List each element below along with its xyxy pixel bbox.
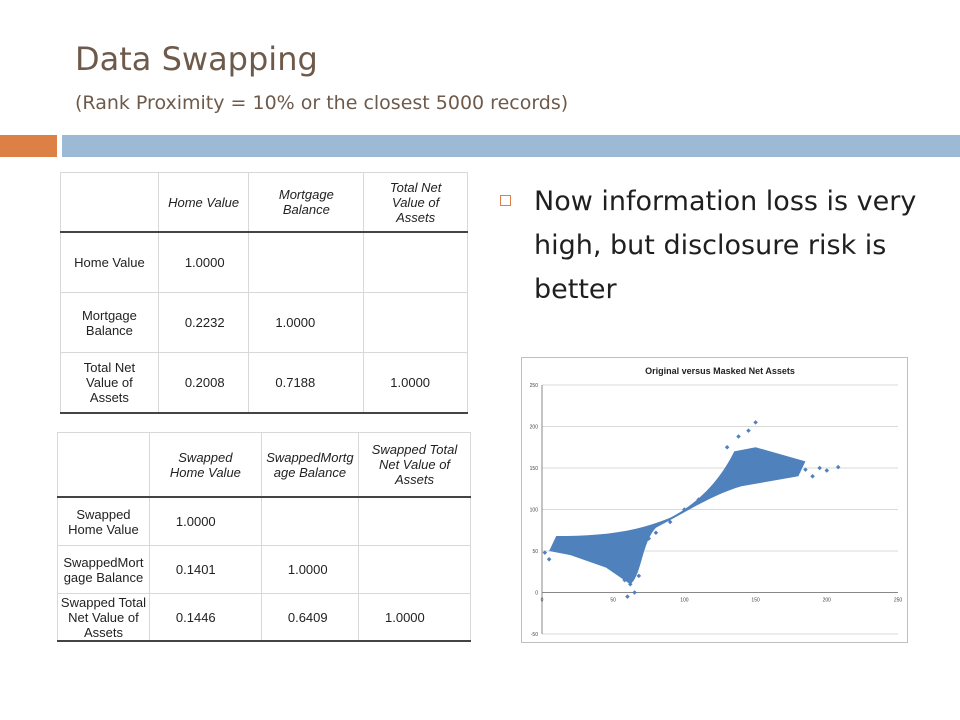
table-cell: 1.0000 bbox=[363, 352, 468, 414]
table-header-cell bbox=[60, 172, 159, 233]
table-cell: 1.0000 bbox=[148, 496, 262, 546]
x-tick-label: 150 bbox=[751, 598, 760, 604]
table-cell bbox=[363, 231, 468, 293]
row-label: Total Net Value of Assets bbox=[60, 352, 159, 414]
scatter-chart-svg: Original versus Masked Net Assets -50 0 50 1… bbox=[530, 366, 903, 638]
scatter-point bbox=[796, 469, 801, 475]
row-label: Swapped Home Value bbox=[57, 496, 150, 546]
table-cell bbox=[260, 496, 360, 546]
table-cell: 0.6409 bbox=[260, 593, 360, 642]
table-header-cell: Total Net Value of Assets bbox=[363, 172, 468, 233]
y-tick-label: 0 bbox=[535, 591, 538, 597]
correlation-table-original: Home Value Mortgage Balance Total Net Va… bbox=[60, 172, 468, 414]
scatter-point bbox=[561, 538, 566, 544]
table-cell: 1.0000 bbox=[358, 593, 471, 642]
scatter-point bbox=[835, 464, 841, 470]
scatter-point bbox=[646, 536, 652, 541]
square-bullet-icon bbox=[500, 195, 511, 206]
scatter-chart: Original versus Masked Net Assets -50 0 50 1… bbox=[521, 357, 908, 643]
table-header-cell: Swapped Home Value bbox=[148, 432, 262, 498]
table-cell: 0.1401 bbox=[148, 545, 262, 594]
x-tick-label: 200 bbox=[823, 598, 832, 604]
slide-title: Data Swapping bbox=[75, 40, 318, 78]
y-tick-label: 100 bbox=[530, 508, 539, 514]
y-tick-label: 200 bbox=[530, 425, 539, 431]
scatter-point bbox=[824, 468, 830, 473]
accent-bar-blue bbox=[62, 135, 960, 157]
scatter-point bbox=[810, 474, 815, 479]
row-label: Home Value bbox=[60, 231, 159, 293]
table-cell: 1.0000 bbox=[157, 231, 250, 293]
table-cell: 1.0000 bbox=[260, 545, 360, 594]
scatter-point bbox=[817, 465, 822, 471]
x-tick-label: 0 bbox=[541, 598, 544, 604]
table-header-cell: Home Value bbox=[157, 172, 250, 233]
table-header-cell bbox=[57, 432, 150, 498]
correlation-table-swapped: Swapped Home Value SwappedMortgage Balan… bbox=[57, 432, 471, 642]
scatter-point bbox=[632, 550, 637, 555]
table-cell bbox=[358, 496, 471, 546]
table-cell: 0.2232 bbox=[157, 292, 250, 353]
scatter-point bbox=[625, 594, 630, 599]
x-tick-label: 50 bbox=[610, 598, 616, 604]
table-header-cell: Mortgage Balance bbox=[248, 172, 365, 233]
x-tick-label: 100 bbox=[680, 598, 689, 604]
table-cell: 0.1446 bbox=[148, 593, 262, 642]
accent-bar-orange bbox=[0, 135, 57, 157]
y-tick-label: 250 bbox=[530, 383, 539, 389]
table-cell: 0.7188 bbox=[248, 352, 365, 414]
y-tick-label: 150 bbox=[530, 466, 539, 472]
table-cell bbox=[248, 231, 365, 293]
scatter-point bbox=[636, 573, 642, 579]
scatter-point bbox=[736, 434, 741, 439]
scatter-point bbox=[710, 488, 716, 494]
row-label: SwappedMortgage Balance bbox=[57, 545, 150, 594]
table-header-cell: SwappedMortgage Balance bbox=[260, 432, 360, 498]
scatter-point bbox=[653, 530, 659, 536]
scatter-point bbox=[746, 428, 751, 433]
y-tick-label: -50 bbox=[531, 632, 538, 638]
table-header-cell: Swapped Total Net Value of Assets bbox=[358, 432, 471, 498]
scatter-point bbox=[546, 557, 552, 562]
scatter-point bbox=[632, 590, 637, 595]
scatter-point bbox=[696, 497, 701, 502]
bullet-text: Now information loss is very high, but d… bbox=[534, 186, 917, 305]
table-cell: 0.2008 bbox=[157, 352, 250, 414]
slide-subtitle: (Rank Proximity = 10% or the closest 500… bbox=[75, 92, 569, 114]
scatter-point bbox=[724, 444, 730, 450]
scatter-point bbox=[622, 577, 627, 583]
y-tick-label: 50 bbox=[532, 549, 538, 555]
row-label: Swapped Total Net Value of Assets bbox=[57, 593, 150, 642]
scatter-point bbox=[753, 420, 758, 425]
scatter-point bbox=[803, 467, 808, 472]
table-cell bbox=[363, 292, 468, 353]
chart-title: Original versus Masked Net Assets bbox=[645, 366, 795, 376]
table-cell: 1.0000 bbox=[248, 292, 365, 353]
scatter-point bbox=[788, 465, 794, 471]
row-label: Mortgage Balance bbox=[60, 292, 159, 353]
x-tick-label: 250 bbox=[894, 598, 903, 604]
table-cell bbox=[358, 545, 471, 594]
